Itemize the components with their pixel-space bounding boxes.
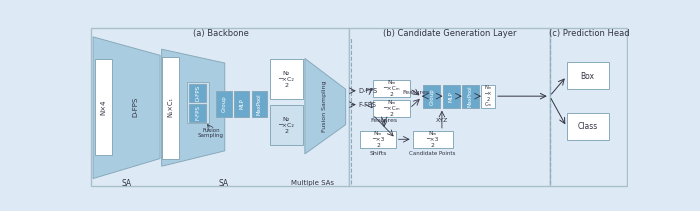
Text: N₁×C₁: N₁×C₁ xyxy=(168,97,174,117)
Text: D-FPS: D-FPS xyxy=(358,88,378,94)
Text: Candidate Points: Candidate Points xyxy=(410,151,456,156)
Text: MLP: MLP xyxy=(449,91,454,102)
Bar xyxy=(567,62,609,89)
Text: MaxPool: MaxPool xyxy=(468,85,473,107)
Bar xyxy=(462,85,479,108)
Polygon shape xyxy=(162,49,225,166)
Bar xyxy=(481,85,495,108)
Text: MaxPool: MaxPool xyxy=(257,93,262,115)
Text: Nₘ
─×3
2: Nₘ ─×3 2 xyxy=(372,131,384,147)
Bar xyxy=(567,113,609,140)
Text: (c) Prediction Head: (c) Prediction Head xyxy=(549,29,629,38)
Bar xyxy=(189,104,206,122)
Text: Fusion: Fusion xyxy=(202,128,220,133)
Text: Class: Class xyxy=(578,122,598,131)
Text: Multiple SAs: Multiple SAs xyxy=(291,180,334,186)
Text: F-FPS: F-FPS xyxy=(358,102,377,108)
Bar xyxy=(372,100,410,117)
Text: F-FPS: F-FPS xyxy=(195,105,200,120)
Text: Nₘ
─×
2
Cₘ: Nₘ ─× 2 Cₘ xyxy=(484,85,492,107)
Text: MLP: MLP xyxy=(239,98,244,109)
Bar xyxy=(234,91,249,117)
Text: D-FPS: D-FPS xyxy=(132,97,139,117)
Bar xyxy=(162,57,179,158)
Text: SA: SA xyxy=(121,179,132,188)
Text: Nₘ
─×3
2: Nₘ ─×3 2 xyxy=(426,131,439,147)
Text: Box: Box xyxy=(580,72,594,81)
Bar xyxy=(413,131,453,148)
Bar xyxy=(372,80,410,97)
Bar xyxy=(189,84,206,101)
Text: Nₘ
─×Cₘ
2: Nₘ ─×Cₘ 2 xyxy=(383,100,400,117)
Text: XYZ: XYZ xyxy=(435,118,448,123)
Bar xyxy=(550,28,626,186)
Bar xyxy=(270,106,302,145)
Text: Group: Group xyxy=(429,88,435,104)
Text: Shifts: Shifts xyxy=(370,151,386,156)
Bar xyxy=(94,59,111,156)
Text: N₂
─×C₂
2: N₂ ─×C₂ 2 xyxy=(279,71,294,88)
Text: Features: Features xyxy=(402,90,429,95)
Text: Sampling: Sampling xyxy=(198,133,224,138)
Bar xyxy=(252,91,267,117)
Polygon shape xyxy=(93,37,160,179)
Bar xyxy=(442,85,460,108)
Bar xyxy=(349,28,550,186)
Text: N₂
─×C₂
2: N₂ ─×C₂ 2 xyxy=(279,117,294,134)
Text: SA: SA xyxy=(219,179,229,188)
Bar xyxy=(360,131,395,148)
Bar xyxy=(270,59,302,99)
Bar xyxy=(424,85,440,108)
Text: Fusion Sampling: Fusion Sampling xyxy=(323,80,328,132)
Bar xyxy=(187,81,209,123)
Text: (a) Backbone: (a) Backbone xyxy=(193,29,249,38)
Text: Nₘ
─×Cₘ
2: Nₘ ─×Cₘ 2 xyxy=(383,80,400,97)
Bar xyxy=(216,91,232,117)
Text: N×4: N×4 xyxy=(100,99,106,115)
Polygon shape xyxy=(305,58,346,154)
Bar xyxy=(91,28,349,186)
Text: Group: Group xyxy=(221,96,227,112)
Text: (b) Candidate Generation Layer: (b) Candidate Generation Layer xyxy=(383,29,517,38)
Text: D-FPS: D-FPS xyxy=(195,85,200,101)
Text: Features: Features xyxy=(370,118,398,123)
